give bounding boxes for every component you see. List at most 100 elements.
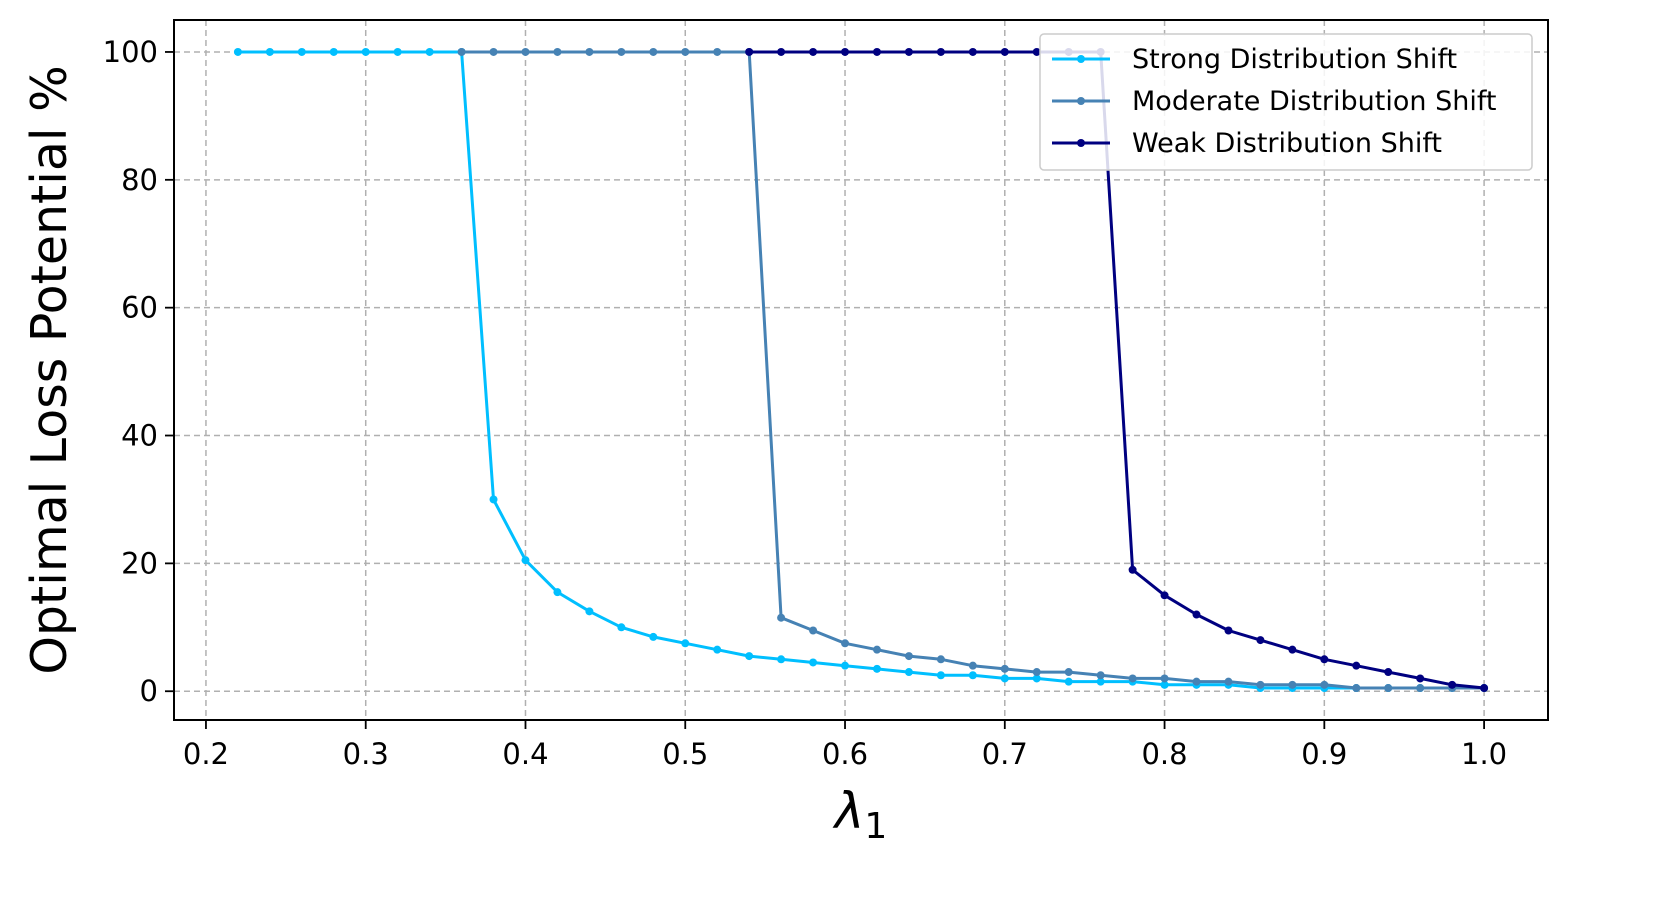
x-axis-title-subscript: 1 xyxy=(864,806,887,847)
data-point xyxy=(968,47,977,56)
data-point xyxy=(936,671,945,680)
data-point xyxy=(1256,636,1265,645)
data-point xyxy=(904,652,913,661)
data-point xyxy=(425,47,434,56)
data-point xyxy=(1224,677,1233,686)
data-point xyxy=(1320,655,1329,664)
x-tick-label: 0.5 xyxy=(662,737,708,771)
data-point xyxy=(393,47,402,56)
data-point xyxy=(1448,680,1457,689)
legend-entry: Strong Distribution Shift xyxy=(1052,44,1457,75)
data-point xyxy=(1000,47,1009,56)
data-point xyxy=(1192,610,1201,619)
data-point xyxy=(1064,677,1073,686)
data-point xyxy=(1352,661,1361,670)
y-tick-label: 0 xyxy=(140,674,158,708)
data-point xyxy=(553,588,562,597)
data-point xyxy=(1416,674,1425,683)
legend-label: Moderate Distribution Shift xyxy=(1132,86,1496,117)
x-tick-label: 0.4 xyxy=(502,737,548,771)
data-point xyxy=(521,47,530,56)
data-point xyxy=(521,556,530,565)
data-point xyxy=(968,661,977,670)
data-point xyxy=(1256,680,1265,689)
x-tick-label: 1.0 xyxy=(1461,737,1507,771)
legend-label: Weak Distribution Shift xyxy=(1132,128,1442,159)
data-point xyxy=(872,645,881,654)
x-tick-label: 0.6 xyxy=(822,737,868,771)
data-point xyxy=(1032,47,1041,56)
x-axis-title: λ1 xyxy=(832,782,888,847)
x-tick-label: 0.2 xyxy=(183,737,229,771)
data-point xyxy=(1096,671,1105,680)
data-point xyxy=(1288,680,1297,689)
data-point xyxy=(809,626,818,635)
y-tick-label: 20 xyxy=(121,546,158,580)
data-point xyxy=(1128,565,1137,574)
plot-frame xyxy=(173,19,1549,721)
data-point xyxy=(1320,680,1329,689)
data-point xyxy=(361,47,370,56)
data-point xyxy=(1000,674,1009,683)
data-point xyxy=(841,47,850,56)
data-point xyxy=(713,645,722,654)
series-line xyxy=(237,50,1485,690)
axis-ticks: 0.2 0.3 0.4 0.5 0.6 0.7 0.8 0.9 1.0 0 20 40 60 80 100 xyxy=(103,35,1508,771)
legend-entry: Moderate Distribution Shift xyxy=(1052,86,1496,117)
data-point xyxy=(777,47,786,56)
data-point xyxy=(1224,626,1233,635)
data-point xyxy=(904,668,913,677)
data-point xyxy=(872,664,881,673)
data-point xyxy=(936,655,945,664)
x-tick-label: 0.9 xyxy=(1301,737,1347,771)
data-point xyxy=(904,47,913,56)
series-3 xyxy=(745,47,1489,693)
x-tick-label: 0.3 xyxy=(343,737,389,771)
data-point xyxy=(585,607,594,616)
data-point xyxy=(1096,677,1105,686)
data-point xyxy=(841,639,850,648)
data-point xyxy=(1032,668,1041,677)
data-point xyxy=(265,47,274,56)
data-point xyxy=(809,47,818,56)
data-point xyxy=(649,47,658,56)
data-point xyxy=(329,47,338,56)
data-point xyxy=(649,632,658,641)
data-point xyxy=(1288,645,1297,654)
legend-entry: Weak Distribution Shift xyxy=(1052,128,1442,159)
y-tick-label: 80 xyxy=(121,163,158,197)
data-point xyxy=(1192,677,1201,686)
x-axis-title-symbol: λ xyxy=(832,782,865,840)
series-line xyxy=(749,50,1485,690)
data-point xyxy=(489,47,498,56)
x-tick-label: 0.7 xyxy=(982,737,1028,771)
data-point xyxy=(1160,591,1169,600)
data-point xyxy=(1352,684,1361,693)
data-point xyxy=(713,47,722,56)
data-point xyxy=(777,613,786,622)
data-point xyxy=(457,47,466,56)
data-point xyxy=(745,652,754,661)
legend-marker xyxy=(1077,139,1085,147)
data-point xyxy=(936,47,945,56)
data-point xyxy=(617,47,626,56)
data-point xyxy=(1128,674,1137,683)
data-point xyxy=(489,495,498,504)
data-point xyxy=(617,623,626,632)
data-point xyxy=(1384,684,1393,693)
data-point xyxy=(968,671,977,680)
data-point xyxy=(809,658,818,667)
y-tick-label: 60 xyxy=(121,291,158,325)
legend-marker xyxy=(1077,97,1085,105)
data-point xyxy=(585,47,594,56)
data-point xyxy=(872,47,881,56)
data-point xyxy=(1000,664,1009,673)
data-point xyxy=(841,661,850,670)
data-point xyxy=(1160,674,1169,683)
data-point xyxy=(297,47,306,56)
data-point xyxy=(777,655,786,664)
data-point xyxy=(745,47,754,56)
x-tick-label: 0.8 xyxy=(1141,737,1187,771)
y-axis-title: Optimal Loss Potential % xyxy=(21,65,78,674)
